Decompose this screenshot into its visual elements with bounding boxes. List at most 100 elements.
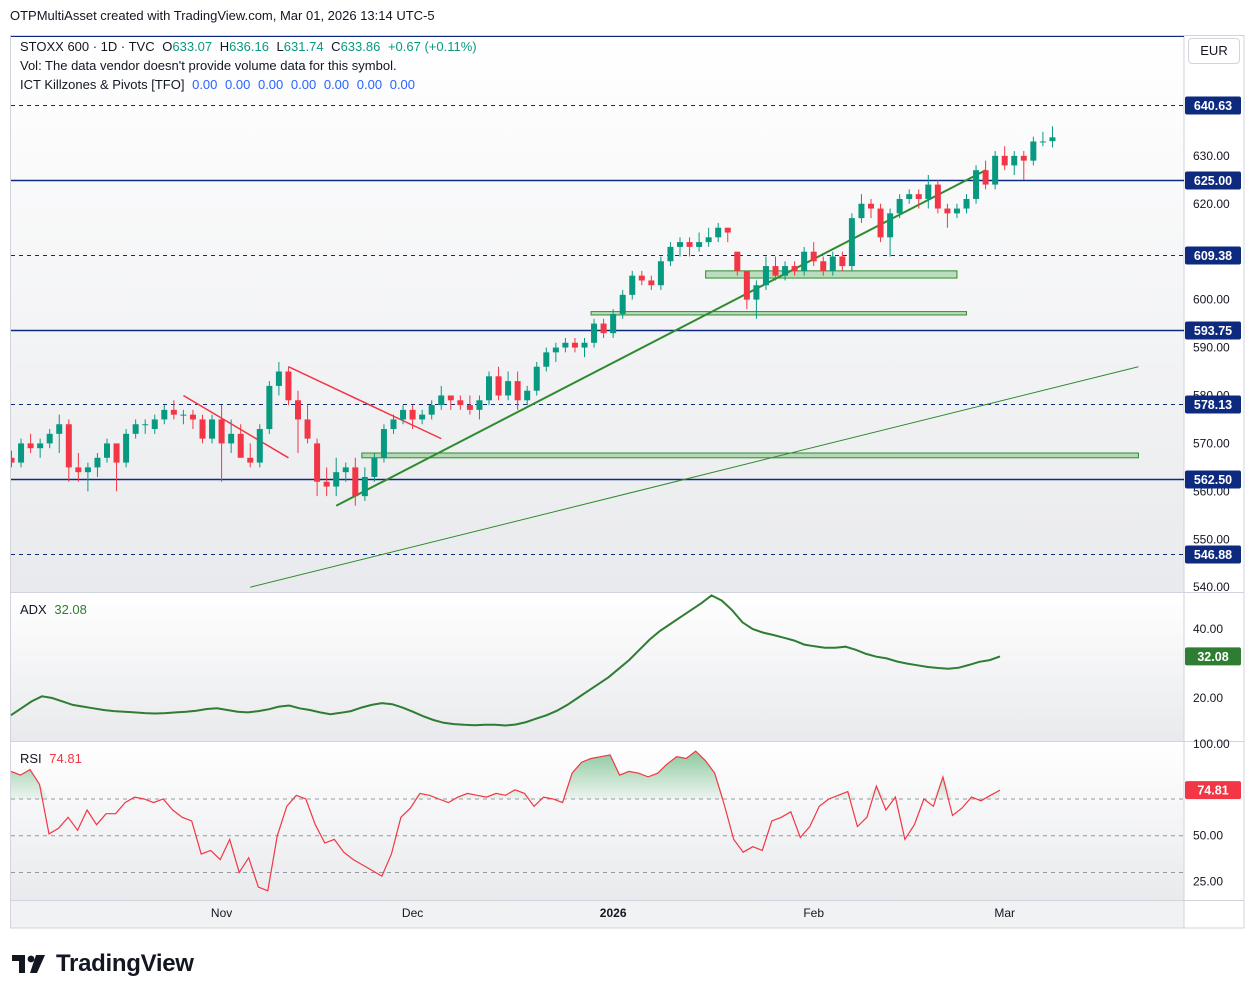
candle-body [285, 371, 292, 401]
candle [571, 337, 578, 353]
candle-body [657, 261, 664, 286]
candle-body [887, 213, 894, 238]
candle-body [543, 352, 550, 367]
candle [352, 457, 359, 506]
rsi-value: 74.81 [49, 751, 82, 766]
candle-body [380, 429, 387, 458]
rsi-label[interactable]: RSI [20, 751, 42, 766]
candle [247, 443, 254, 468]
time-label-mar: Mar [994, 906, 1015, 920]
candle-body [868, 203, 874, 209]
ict-indicator-name[interactable]: ICT Killzones & Pivots [TFO] [20, 77, 185, 92]
candle-body [11, 457, 15, 463]
candle-body [801, 251, 808, 271]
candle-body [581, 342, 588, 348]
candle [801, 246, 808, 276]
candle-body [552, 347, 559, 353]
open-label: O [162, 39, 173, 54]
candle [419, 409, 426, 425]
candle [648, 275, 655, 291]
candle [132, 419, 139, 439]
candle-body [486, 376, 492, 401]
candle [228, 419, 235, 453]
price-label-562.50: 562.50 [1194, 473, 1232, 487]
candle [1011, 151, 1018, 175]
low-value: 631.74 [283, 39, 324, 54]
candle-body [1001, 155, 1008, 166]
candle-body [820, 261, 827, 271]
candle [753, 280, 760, 319]
adx-label[interactable]: ADX [20, 602, 47, 617]
candle [820, 256, 827, 276]
candle-body [18, 443, 25, 463]
candle [906, 189, 913, 204]
rsi-legend[interactable]: RSI 74.81 [20, 750, 86, 768]
high-value: 636.16 [229, 39, 269, 54]
candle-body [562, 342, 569, 348]
adx-legend[interactable]: ADX 32.08 [20, 601, 91, 619]
candle [323, 467, 330, 497]
candle-body [75, 467, 82, 473]
price-pane [11, 36, 1184, 592]
symbol-label[interactable]: STOXX 600 · 1D · TVC [20, 39, 155, 54]
candle [390, 414, 397, 434]
candle-body [209, 419, 216, 439]
candle [677, 237, 683, 257]
trendline-red [288, 366, 442, 440]
ict-value: 0.00 [257, 77, 284, 92]
candle-body [896, 198, 903, 214]
candle [18, 438, 25, 468]
candle-body [514, 381, 521, 401]
price-label-593.75: 593.75 [1194, 324, 1232, 338]
time-label-nov: Nov [211, 906, 232, 920]
candle-body [963, 198, 970, 209]
candle-body [400, 409, 407, 420]
candle-body [237, 433, 244, 458]
candle-body [142, 424, 149, 426]
candle [896, 194, 903, 219]
candle [848, 213, 855, 271]
price-label-box [1185, 96, 1241, 115]
candle [973, 165, 980, 204]
ict-legend[interactable]: ICT Killzones & Pivots [TFO] 0.00 0.00 0… [20, 76, 419, 94]
candle-body [409, 409, 416, 420]
demand-zone [705, 270, 958, 279]
candle [1020, 151, 1027, 180]
candle [218, 405, 225, 482]
tradingview-brand[interactable]: TradingView [12, 950, 194, 978]
candle-body [56, 424, 63, 434]
candle-body [132, 424, 139, 434]
candle-body [256, 429, 263, 463]
candle-body [629, 275, 636, 295]
candle [189, 409, 196, 430]
candle-body [992, 155, 999, 185]
candle-body [524, 390, 531, 401]
candle [237, 424, 244, 458]
candle [724, 227, 731, 243]
ict-value: 0.00 [323, 77, 350, 92]
candle-body [743, 270, 750, 300]
candle [858, 194, 865, 223]
candle [982, 160, 989, 190]
candle-body [428, 405, 435, 415]
candle-body [457, 400, 464, 406]
candle-body [944, 208, 951, 214]
candle-body [113, 443, 120, 463]
candle [514, 371, 521, 410]
close-label: C [331, 39, 341, 54]
adx-value-label: 32.08 [1197, 650, 1228, 664]
currency-button[interactable]: EUR [1188, 38, 1240, 64]
candle-body [591, 323, 598, 343]
candle-body [829, 256, 836, 271]
candle [657, 256, 664, 291]
price-label-578.13: 578.13 [1194, 398, 1232, 412]
candle-body [180, 414, 187, 416]
time-axis [11, 900, 1184, 928]
candle [113, 443, 120, 492]
candle-body [314, 443, 321, 482]
candle-body [94, 457, 101, 468]
candle-body [973, 170, 980, 199]
price-label-box [1185, 545, 1241, 564]
candle-body [600, 323, 607, 334]
